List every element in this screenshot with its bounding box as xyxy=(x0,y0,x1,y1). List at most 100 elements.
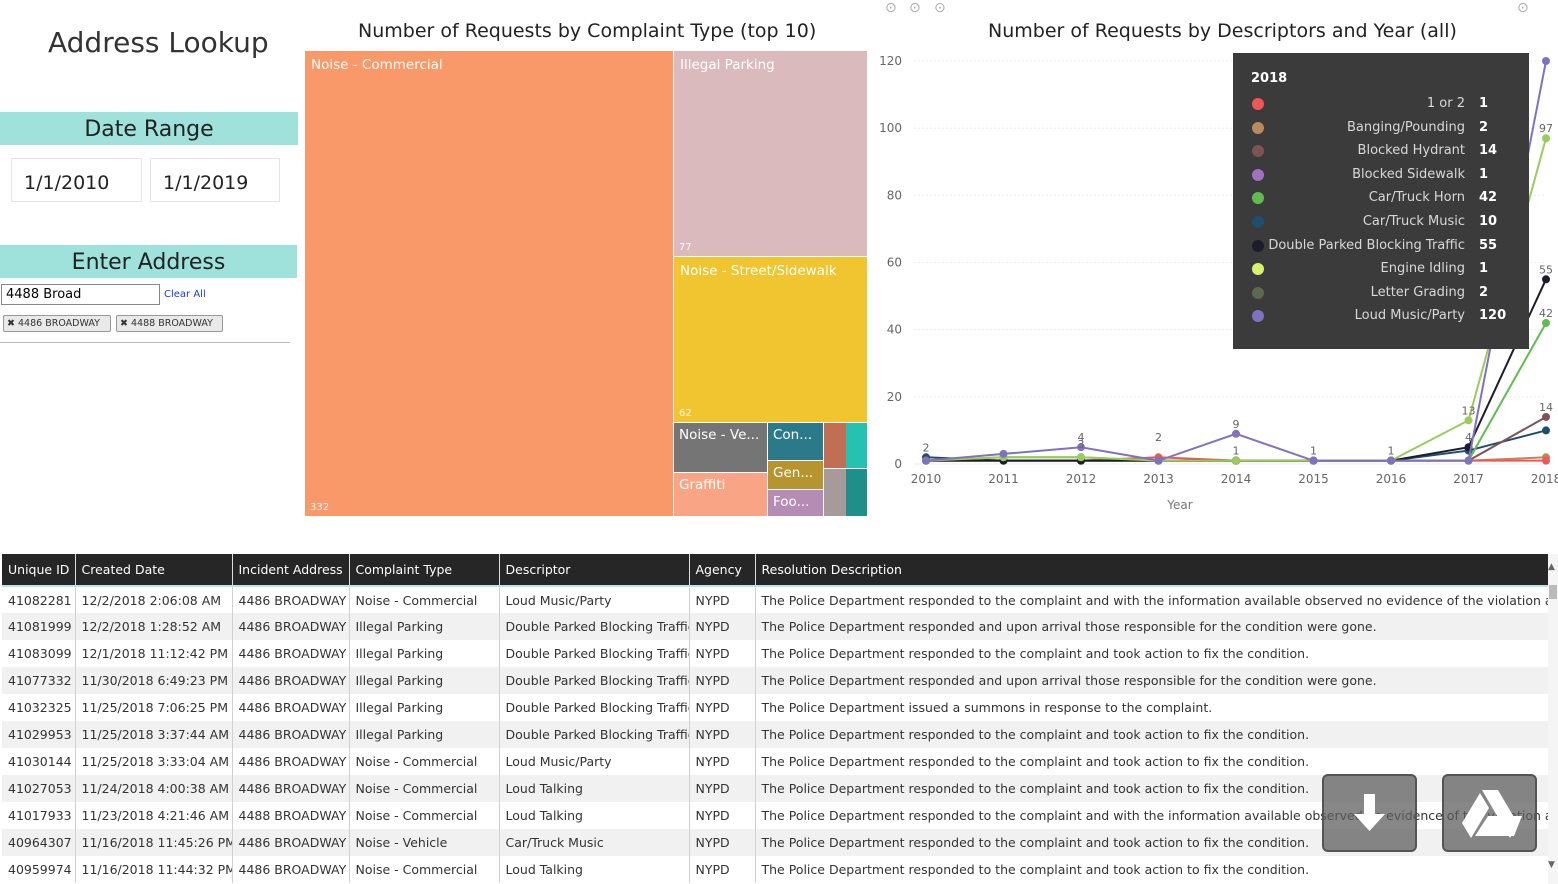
treemap-tile[interactable]: Con... xyxy=(768,423,823,460)
treemap-title: Number of Requests by Complaint Type (to… xyxy=(358,20,817,42)
table-cell: The Police Department responded to the c… xyxy=(755,802,1548,829)
tooltip-row: Blocked Hydrant 14 xyxy=(1233,141,1529,163)
table-row[interactable]: 41081999 12/2/2018 1:28:52 AM 4486 BROADWA… xyxy=(2,613,1548,640)
tooltip-series-name: Blocked Sidewalk xyxy=(1352,166,1465,182)
treemap-tile-label: Noise - Commercial xyxy=(311,57,443,73)
table-row[interactable]: 41077332 11/30/2018 6:49:23 PM 4486 BROADW… xyxy=(2,667,1548,694)
treemap-tile-label: Illegal Parking xyxy=(680,57,775,73)
table-row[interactable]: 41029953 11/25/2018 3:37:44 AM 4486 BROADW… xyxy=(2,721,1548,748)
treemap-tile[interactable]: Graffiti xyxy=(674,473,767,516)
date-to-input[interactable]: 1/1/2019 xyxy=(150,158,280,202)
column-header[interactable]: Resolution Description xyxy=(755,554,1548,587)
treemap-tile[interactable]: Foo... xyxy=(768,490,823,516)
table-cell: Car/Truck Music xyxy=(499,829,690,856)
table-cell: 4486 BROADWAY xyxy=(232,748,350,775)
treemap-tile[interactable]: Illegal Parking 77 xyxy=(674,51,867,256)
y-tick-label: 80 xyxy=(887,188,902,202)
date-from-input[interactable]: 1/1/2010 xyxy=(11,158,142,202)
treemap-tile-label: Gen... xyxy=(773,465,814,481)
table-row[interactable]: 40964307 11/16/2018 11:45:26 PM 4486 BROAD… xyxy=(2,829,1548,856)
table-cell: 41017933 xyxy=(2,802,76,829)
column-header[interactable]: Incident Address xyxy=(232,554,350,587)
treemap-tile-value: 62 xyxy=(679,408,692,419)
address-search-input[interactable] xyxy=(1,284,160,305)
data-point xyxy=(1542,426,1550,435)
drill-mode-icon[interactable]: ⊙ xyxy=(1517,0,1529,16)
table-row[interactable]: 41083099 12/1/2018 11:12:42 PM 4486 BROADW… xyxy=(2,640,1548,667)
scroll-up-icon[interactable]: ▲ xyxy=(1548,562,1555,572)
chip-remove-icon[interactable]: ✖ xyxy=(7,318,15,329)
series-color-dot xyxy=(1252,239,1264,252)
tooltip-series-name: Blocked Hydrant xyxy=(1357,143,1465,159)
table-row[interactable]: 41030144 11/25/2018 3:33:04 AM 4486 BROADW… xyxy=(2,748,1548,775)
drill-up-icon[interactable]: ⊙ xyxy=(885,0,897,16)
table-row[interactable]: 40959974 11/16/2018 11:44:32 PM 4486 BROAD… xyxy=(2,856,1548,883)
data-label: 2 xyxy=(923,441,930,454)
table-cell: 4486 BROADWAY xyxy=(232,775,350,802)
series-color-dot xyxy=(1252,121,1264,134)
table-cell: 4486 BROADWAY xyxy=(232,829,350,856)
drill-down-all-icon[interactable]: ⊙ xyxy=(909,0,921,16)
address-chip[interactable]: ✖ 4488 BROADWAY xyxy=(116,315,223,332)
treemap-tile-label: Noise - Street/Sidewalk xyxy=(680,263,837,279)
tooltip-year: 2018 xyxy=(1251,71,1288,86)
table-cell: 11/25/2018 3:37:44 AM xyxy=(75,721,233,748)
tooltip-series-value: 2 xyxy=(1479,119,1489,135)
x-tick-label: 2013 xyxy=(1143,472,1174,486)
table-row[interactable]: 41082281 12/2/2018 2:06:08 AM 4486 BROADWA… xyxy=(2,586,1548,613)
table-cell: 11/23/2018 4:21:46 AM xyxy=(75,802,233,829)
data-point xyxy=(1542,134,1550,143)
data-table: Unique ID Created Date Incident Address Com… xyxy=(2,554,1548,884)
table-cell: The Police Department issued a summons i… xyxy=(755,694,1548,721)
google-drive-button[interactable] xyxy=(1442,774,1537,852)
table-cell: 41081999 xyxy=(2,613,76,640)
table-cell: 12/2/2018 1:28:52 AM xyxy=(75,613,233,640)
table-row[interactable]: 41017933 11/23/2018 4:21:46 AM 4488 BROADW… xyxy=(2,802,1548,829)
column-header[interactable]: Complaint Type xyxy=(349,554,500,587)
treemap-tile[interactable] xyxy=(846,423,867,468)
x-tick-label: 2010 xyxy=(911,472,942,486)
download-button[interactable] xyxy=(1322,774,1417,852)
table-cell: NYPD xyxy=(689,613,756,640)
expand-hierarchy-icon[interactable]: ⊙ xyxy=(934,0,946,16)
treemap-tile[interactable]: Noise - Street/Sidewalk 62 xyxy=(674,257,867,422)
column-header[interactable]: Descriptor xyxy=(499,554,690,587)
download-arrow-icon xyxy=(1354,794,1385,831)
scroll-thumb[interactable] xyxy=(1549,585,1557,599)
treemap-tile[interactable] xyxy=(846,469,867,516)
treemap-tile[interactable]: Noise - Ve... xyxy=(674,423,767,472)
x-tick-label: 2012 xyxy=(1066,472,1097,486)
chip-remove-icon[interactable]: ✖ xyxy=(120,318,128,329)
table-cell: The Police Department responded to the c… xyxy=(755,829,1548,856)
treemap-tile[interactable] xyxy=(824,423,846,468)
table-cell: 4486 BROADWAY xyxy=(232,856,350,883)
tooltip-row: Car/Truck Music 10 xyxy=(1233,212,1529,234)
tooltip-series-value: 1 xyxy=(1479,261,1489,277)
tooltip-series-name: Loud Music/Party xyxy=(1354,308,1465,324)
series-color-dot xyxy=(1252,263,1264,276)
treemap-tile[interactable]: Noise - Commercial 332 xyxy=(305,51,673,516)
data-point xyxy=(1077,443,1085,452)
table-row[interactable]: 41027053 11/24/2018 4:00:38 AM 4486 BROADW… xyxy=(2,775,1548,802)
tooltip-series-name: Engine Idling xyxy=(1380,261,1466,277)
scroll-down-icon[interactable]: ▼ xyxy=(1548,860,1555,870)
table-scrollbar[interactable] xyxy=(1548,554,1558,884)
address-chip[interactable]: ✖ 4486 BROADWAY xyxy=(3,315,111,332)
tooltip-row: Banging/Pounding 2 xyxy=(1233,118,1529,140)
column-header[interactable]: Unique ID xyxy=(2,554,76,587)
table-cell: 40964307 xyxy=(2,829,76,856)
table-cell: NYPD xyxy=(689,748,756,775)
treemap-tile[interactable] xyxy=(824,469,846,516)
table-row[interactable]: 41032325 11/25/2018 7:06:25 PM 4486 BROADW… xyxy=(2,694,1548,721)
table-cell: Illegal Parking xyxy=(349,694,500,721)
treemap-tile[interactable]: Gen... xyxy=(768,461,823,489)
table-cell: 41027053 xyxy=(2,775,76,802)
table-cell: NYPD xyxy=(689,586,756,613)
table-cell: 11/24/2018 4:00:38 AM xyxy=(75,775,233,802)
series-color-dot xyxy=(1252,98,1264,110)
clear-all-link[interactable]: Clear All xyxy=(164,289,206,300)
table-cell: Noise - Commercial xyxy=(349,748,500,775)
table-cell: NYPD xyxy=(689,721,756,748)
column-header[interactable]: Agency xyxy=(689,554,756,587)
column-header[interactable]: Created Date xyxy=(75,554,233,587)
